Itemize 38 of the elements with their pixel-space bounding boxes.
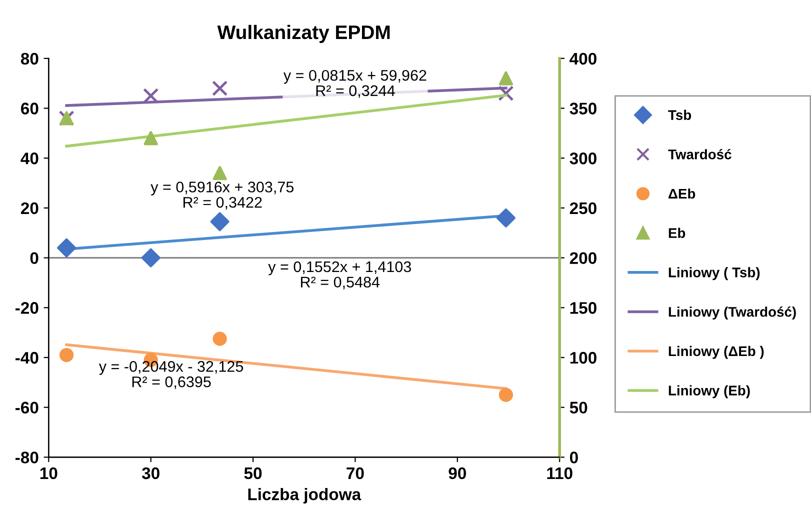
y2-tick-label: 350 bbox=[570, 102, 596, 114]
x-tick-label: 70 bbox=[346, 467, 364, 480]
y-tick-label: 80 bbox=[20, 52, 38, 65]
y-tick-label: 0 bbox=[30, 252, 38, 264]
legend-label: Twardość bbox=[668, 149, 732, 160]
x-tick-label: 90 bbox=[448, 467, 466, 480]
annotation: y = -0,2049x - 32,125 R² = 0,6395 bbox=[98, 361, 244, 390]
y2-tick-label: 0 bbox=[570, 452, 578, 464]
y-tick-label: -40 bbox=[16, 352, 38, 364]
legend-label: Liniowy (Twardość) bbox=[668, 306, 796, 320]
y2-tick-label: 50 bbox=[570, 402, 588, 414]
annotation: y = 0,1552x + 1,4103 R² = 0,5484 bbox=[268, 261, 411, 290]
y-tick-label: -20 bbox=[16, 302, 38, 314]
y2-tick-label: 400 bbox=[570, 52, 596, 65]
legend-label: Liniowy (Eb) bbox=[668, 385, 750, 398]
y2-tick-label: 250 bbox=[570, 202, 596, 214]
x-tick-label: 50 bbox=[244, 467, 262, 480]
y-tick-label: 60 bbox=[21, 102, 38, 114]
y2-tick-label: 300 bbox=[570, 152, 596, 164]
y2-tick-label: 150 bbox=[570, 302, 596, 314]
x-tick-label: 110 bbox=[547, 467, 572, 480]
legend-label: ΔEb bbox=[668, 188, 696, 199]
y2-tick-label: 100 bbox=[570, 352, 596, 364]
legend-label: Tsb bbox=[668, 110, 692, 120]
y-tick-label: 40 bbox=[20, 152, 38, 164]
annotation: y = 0,5916x + 303,75 R² = 0,3422 bbox=[150, 182, 294, 210]
annotation: y = 0,0815x + 59,962 R² = 0,3244 bbox=[283, 70, 426, 98]
legend-label: Liniowy (ΔEb ) bbox=[668, 346, 764, 359]
chart-title: Wulkanizaty EPDM bbox=[217, 24, 390, 44]
x-tick-label: 30 bbox=[142, 467, 160, 480]
legend-label: Eb bbox=[668, 228, 686, 238]
y-tick-label: -60 bbox=[16, 402, 38, 414]
legend-label: Liniowy ( Tsb) bbox=[668, 267, 760, 280]
y-tick-label: -80 bbox=[16, 452, 38, 464]
x-axis-title: Liczba jodowa bbox=[248, 488, 362, 504]
y2-tick-label: 200 bbox=[570, 252, 596, 264]
x-tick-label: 10 bbox=[40, 467, 58, 480]
y-tick-label: 20 bbox=[20, 202, 38, 214]
